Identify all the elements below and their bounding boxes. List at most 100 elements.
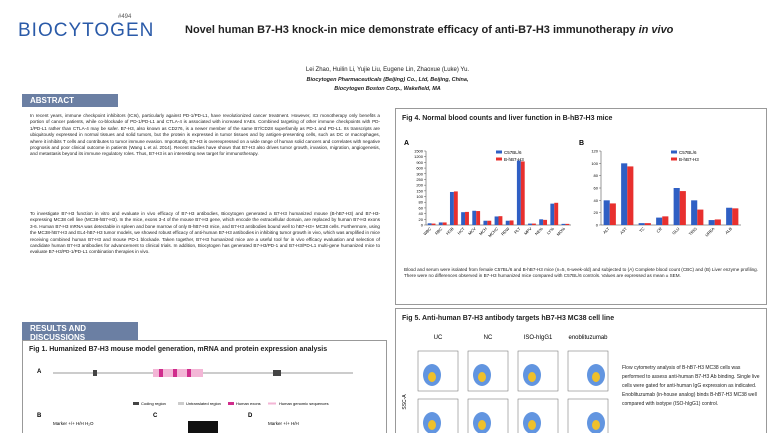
abstract-text: In recent years, immune checkpoint inhib…: [30, 113, 380, 157]
bar: [442, 222, 447, 225]
fig-title: Fig 1. Humanized B7-H3 mouse model gener…: [29, 346, 328, 353]
y-tick-label: 100: [416, 194, 423, 199]
bar: [732, 208, 739, 225]
bar: [531, 223, 536, 225]
fig5-box: Fig 5. Anti-human B7-H3 antibody targets…: [395, 308, 767, 433]
legend-swatch: [671, 157, 677, 161]
x-tick-label: TC: [638, 226, 645, 233]
bar: [554, 202, 559, 225]
bar: [453, 191, 458, 225]
y-tick-label: 900: [416, 160, 423, 165]
column-label: ISO-hIgG1: [524, 335, 553, 341]
y-axis-label: SSC-A: [402, 394, 408, 410]
x-tick-label: MCHC: [487, 226, 499, 238]
panel-label: B: [37, 413, 42, 419]
x-tick-label: HGB: [445, 226, 455, 236]
bar: [603, 200, 610, 225]
x-tick-label: MCH: [478, 226, 488, 236]
abstract-text: To investigate B7-H3 function in vitro a…: [30, 211, 380, 255]
bar: [691, 200, 698, 225]
bar: [528, 223, 532, 225]
bar: [697, 209, 704, 225]
legend: Human genomic sequences: [279, 401, 329, 406]
bar: [638, 223, 645, 225]
caption: Flow cytometry analysis of B-hB7-H3 MC38…: [622, 365, 760, 407]
cell-core: [528, 372, 536, 382]
legend: Human exons: [236, 401, 261, 406]
legend: C57BL/6: [504, 150, 522, 155]
fig4-charts: A02040608010015020025030060090012001500W…: [404, 140, 741, 238]
legend-swatch: [496, 150, 502, 154]
bar: [543, 219, 548, 225]
bar: [627, 166, 634, 225]
bar: [644, 223, 651, 225]
y-tick-label: 600: [416, 166, 423, 171]
y-tick-label: 20: [419, 217, 424, 222]
legend: C57BL/6: [679, 150, 697, 155]
bar: [656, 217, 663, 225]
column-label: NC: [484, 335, 493, 341]
cell-core: [592, 420, 600, 430]
y-tick-label: 120: [591, 149, 598, 154]
cell-core: [592, 372, 600, 382]
bar: [520, 161, 525, 225]
exon: [173, 369, 177, 377]
bar: [550, 203, 555, 225]
exon: [93, 370, 97, 376]
human-exons: [153, 369, 203, 377]
logo: BIOCYTOGEN: [18, 20, 155, 41]
x-tick-label: UREA: [704, 226, 716, 238]
x-tick-label: TRIG: [688, 226, 698, 236]
bar: [726, 207, 733, 225]
panel-label: A: [37, 369, 42, 375]
y-tick-label: 40: [594, 198, 599, 203]
fig-title: Fig 5. Anti-human B7-H3 antibody targets…: [402, 315, 615, 322]
bar: [472, 210, 477, 225]
bar: [714, 219, 721, 225]
x-tick-label: AST: [619, 226, 628, 235]
y-tick-label: 60: [594, 186, 599, 191]
bar: [539, 219, 544, 225]
x-tick-label: HCT: [456, 226, 466, 236]
y-tick-label: 20: [594, 210, 599, 215]
panel-label: B: [579, 140, 584, 147]
fig-title: Fig 4. Normal blood counts and liver fun…: [402, 115, 613, 122]
x-tick-label: NE%: [534, 226, 544, 236]
x-tick-label: ALT: [602, 226, 611, 235]
bar: [565, 223, 570, 225]
y-tick-label: 250: [416, 177, 423, 182]
x-tick-label: GLU: [671, 226, 680, 235]
bar: [427, 223, 432, 225]
panel-label: D: [248, 413, 253, 419]
cell-core: [478, 372, 486, 382]
poster-number: #494: [118, 14, 132, 20]
panel-label: C: [153, 413, 158, 419]
exon: [273, 370, 281, 376]
bar: [476, 211, 481, 225]
bar: [673, 188, 680, 225]
section-header: RESULTS AND DISCUSSIONS: [22, 322, 138, 344]
y-tick-label: 1500: [414, 149, 424, 154]
bar: [662, 216, 669, 225]
fig4-box: Fig 4. Normal blood counts and liver fun…: [395, 108, 767, 305]
y-tick-label: 80: [419, 200, 424, 205]
cell-core: [428, 372, 436, 382]
bar: [509, 220, 514, 225]
x-tick-label: CR: [655, 226, 663, 234]
column-label: UC: [434, 335, 443, 341]
authors: Lei Zhao, Huilin Li, Yujie Liu, Eugene L…: [305, 67, 470, 73]
y-tick-label: 60: [419, 205, 424, 210]
caption: Blood and serum were isolated from femal…: [404, 267, 758, 279]
x-tick-label: RBC: [434, 226, 444, 236]
y-tick-label: 0: [596, 223, 599, 228]
bar: [498, 216, 503, 225]
bar: [449, 191, 454, 225]
affiliation: Biocytogen Boston Corp., Wakefield, MA: [334, 86, 441, 92]
bar: [679, 191, 686, 225]
y-tick-label: 40: [419, 211, 424, 216]
legend-swatch: [228, 402, 234, 405]
flow-plots: UC NC ISO-hIgG1 enoblituzumab SSC-A: [402, 335, 609, 433]
x-tick-label: MO%: [556, 226, 567, 237]
bar: [609, 203, 616, 225]
cell-core: [478, 420, 486, 430]
